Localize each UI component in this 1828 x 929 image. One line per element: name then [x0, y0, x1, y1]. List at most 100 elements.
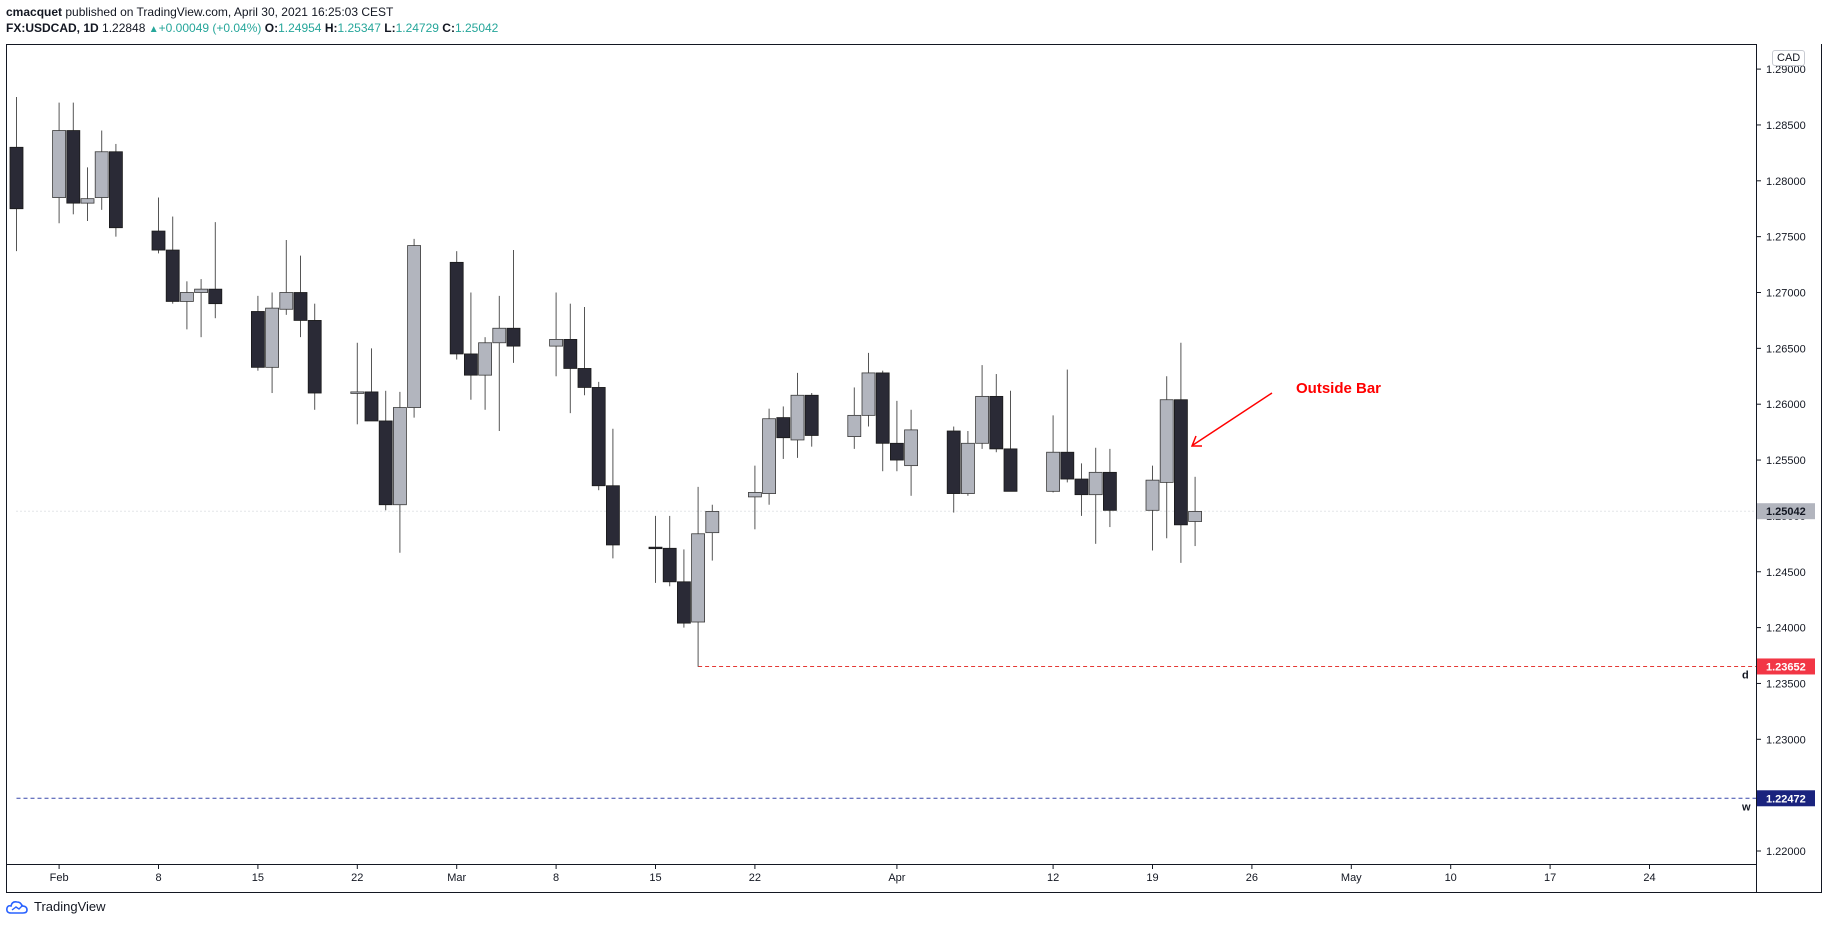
x-tick-label: 8	[155, 872, 161, 884]
candle-body	[1003, 448, 1018, 492]
candle-2021-04-02[interactable]	[904, 409, 918, 496]
candle-body	[1046, 451, 1060, 492]
low-label: L:	[384, 21, 396, 35]
candle-body	[407, 245, 422, 408]
candle-2021-04-08[interactable]	[989, 374, 1004, 453]
candle-2021-02-11[interactable]	[194, 279, 209, 338]
candle-2021-03-01[interactable]	[449, 251, 464, 360]
candle-2021-02-16[interactable]	[265, 292, 280, 394]
candle-body	[989, 395, 1004, 450]
candle-2021-04-13[interactable]	[1060, 369, 1075, 483]
candle-body	[293, 292, 308, 321]
candle-2021-03-18[interactable]	[691, 486, 705, 667]
candle-2021-04-12[interactable]	[1046, 415, 1060, 493]
candle-2021-04-16[interactable]	[1103, 448, 1117, 528]
candle-2021-02-15[interactable]	[250, 295, 265, 371]
candle-2021-04-01[interactable]	[890, 400, 904, 472]
candle-2021-02-10[interactable]	[179, 281, 194, 330]
candle-body	[94, 151, 109, 198]
candle-2021-02-26[interactable]	[407, 238, 422, 418]
price-label-2[interactable]: 1.22472	[1757, 790, 1815, 807]
candle-body	[1188, 511, 1202, 522]
candle-2021-04-09[interactable]	[1003, 390, 1018, 492]
time-axis[interactable]: Feb 8 15 22 Mar 8 15 22 Apr 12 19 26 May 10 17 24	[50, 864, 1656, 884]
candle-2021-02-19[interactable]	[307, 303, 322, 410]
y-tick-label: 1.27000	[1766, 288, 1806, 300]
candle-2021-03-11[interactable]	[591, 381, 606, 491]
candle-body	[165, 249, 180, 302]
candle-2021-03-30[interactable]	[861, 352, 876, 427]
high-label: H:	[324, 21, 338, 35]
footer-brand-text: TradingView	[34, 899, 106, 914]
candle-2021-03-25[interactable]	[790, 372, 805, 458]
candle-2021-04-20[interactable]	[1159, 376, 1174, 539]
price-label-bg	[1757, 658, 1815, 675]
currency-badge[interactable]: CAD	[1772, 50, 1806, 66]
candle-2021-03-31[interactable]	[875, 370, 890, 472]
candle-2021-04-05[interactable]	[946, 426, 961, 513]
candle-2021-04-06[interactable]	[961, 431, 975, 496]
candle-2021-02-25[interactable]	[392, 391, 407, 553]
candle-2021-03-23[interactable]	[762, 408, 776, 505]
candle-2021-03-19[interactable]	[705, 504, 720, 561]
candle-2021-02-24[interactable]	[378, 390, 393, 511]
candle-2021-03-16[interactable]	[662, 515, 677, 587]
candle-2021-04-21[interactable]	[1174, 342, 1188, 563]
candle-2021-03-03[interactable]	[478, 337, 493, 410]
candle-body	[904, 429, 918, 467]
price-axis[interactable]: 1.220001.225001.230001.235001.240001.245…	[1756, 64, 1806, 858]
candle-2021-04-19[interactable]	[1145, 465, 1160, 551]
candle-2021-03-29[interactable]	[847, 387, 862, 449]
symbol-label[interactable]: FX:USDCAD, 1D	[6, 21, 99, 35]
candle-2021-03-12[interactable]	[606, 428, 620, 559]
x-tick-label: 12	[1047, 872, 1059, 884]
candle-body	[606, 485, 620, 546]
candle-2021-02-18[interactable]	[293, 255, 308, 338]
candle-2021-02-09[interactable]	[165, 216, 180, 304]
candle-body	[961, 442, 975, 494]
candle-2021-02-01[interactable]	[52, 102, 66, 224]
candle-2021-03-05[interactable]	[506, 250, 521, 363]
candle-2021-02-04[interactable]	[94, 130, 109, 210]
candle-2021-03-10[interactable]	[577, 307, 592, 396]
candle-2021-02-17[interactable]	[279, 240, 294, 315]
candle-body	[250, 311, 265, 368]
candle-2021-04-22[interactable]	[1188, 476, 1202, 547]
annotation-outside-bar[interactable]: Outside Bar	[1190, 380, 1381, 447]
candle-2021-03-17[interactable]	[677, 549, 691, 628]
candles-group	[9, 97, 1202, 667]
price-label-0[interactable]: 1.25042	[1757, 503, 1815, 520]
candle-body	[478, 342, 493, 376]
candle-2021-03-09[interactable]	[563, 303, 578, 414]
candle-2021-02-08[interactable]	[151, 197, 166, 254]
candle-2021-02-12[interactable]	[208, 222, 223, 319]
price-label-1[interactable]: 1.23652	[1757, 658, 1815, 675]
close-value: 1.25042	[454, 21, 499, 35]
candle-2021-01-29[interactable]	[9, 97, 24, 252]
footer-brand[interactable]: TradingView	[6, 899, 106, 914]
candle-2021-02-02[interactable]	[66, 102, 81, 215]
price-label-text: 1.23652	[1766, 661, 1806, 673]
candle-body	[179, 292, 194, 302]
author-name[interactable]: cmacquet	[6, 5, 63, 19]
candle-2021-03-15[interactable]	[648, 515, 663, 583]
candle-2021-03-04[interactable]	[492, 295, 507, 432]
candle-2021-03-22[interactable]	[748, 465, 762, 530]
candle-2021-04-14[interactable]	[1074, 463, 1089, 516]
y-tick-label: 1.28500	[1766, 120, 1806, 132]
candle-2021-03-08[interactable]	[549, 292, 563, 377]
candle-2021-02-05[interactable]	[109, 143, 123, 237]
candle-2021-03-26[interactable]	[804, 393, 819, 447]
candle-body	[975, 395, 989, 444]
candle-2021-04-15[interactable]	[1088, 447, 1103, 544]
candle-2021-03-24[interactable]	[776, 406, 791, 459]
candle-2021-03-02[interactable]	[463, 292, 478, 400]
candle-2021-04-07[interactable]	[975, 365, 989, 449]
candle-body	[151, 230, 166, 251]
candle-2021-02-23[interactable]	[364, 348, 379, 422]
candle-2021-02-22[interactable]	[350, 342, 365, 425]
candle-body	[549, 339, 563, 347]
x-tick-label: May	[1341, 872, 1362, 884]
candle-2021-02-03[interactable]	[80, 167, 95, 222]
